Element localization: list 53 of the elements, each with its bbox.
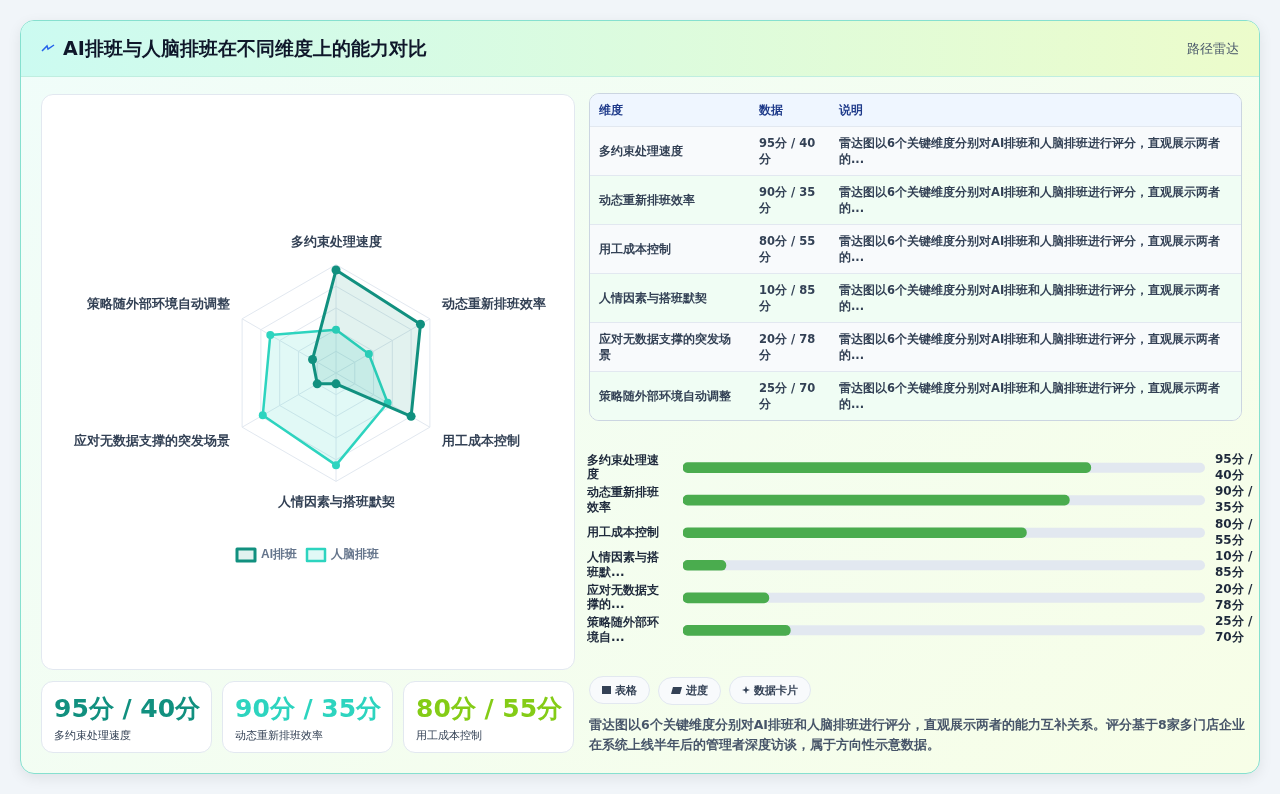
- data-label: 10分 / 85分: [1215, 549, 1253, 580]
- text: 进度: [686, 683, 708, 698]
- spoke-label: 多约束处理速度: [290, 234, 382, 250]
- text: 25分 / 70分: [750, 371, 830, 420]
- text: 雷达图以6个关键维度分别对AI排班和人脑排班进行评分，直观展示两者的...: [838, 135, 1222, 168]
- text: 人情因素与搭班默契: [590, 273, 750, 323]
- y-tick-label: 用工成本控制: [586, 524, 659, 539]
- data-label: 80分 / 55分: [1215, 516, 1253, 547]
- text: 雷达图以6个关键维度分别对AI排班和人脑排班进行评分，直观展示两者的...: [838, 233, 1222, 266]
- text: 90分 / 35分: [750, 175, 830, 225]
- bar: [683, 559, 727, 571]
- text: 雷达图以6个关键维度分别对AI排班和人脑排班进行评分，直观展示两者的...: [838, 184, 1222, 217]
- spoke-label: 应对无数据支撑的突发场景: [73, 432, 230, 448]
- text: 80分 / 55分: [416, 693, 563, 725]
- data-label: 90分 / 35分: [1215, 484, 1253, 515]
- text: 说明: [838, 101, 864, 119]
- text: 雷达图以6个关键维度分别对AI排班和人脑排班进行评分，直观展示两者的...: [838, 331, 1222, 364]
- text: 多约束处理速度: [54, 728, 131, 743]
- bar: [683, 592, 770, 604]
- text: 95分 / 40分: [54, 693, 201, 725]
- data-label: 95分 / 40分: [1215, 451, 1253, 482]
- data-label: 25分 / 70分: [1215, 614, 1253, 645]
- text: AI排班与人脑排班在不同维度上的能力对比: [63, 36, 427, 61]
- y-tick-label: 人情因素与搭班默...: [586, 550, 660, 579]
- text: 数据: [750, 94, 830, 127]
- text: 用工成本控制: [416, 728, 482, 743]
- legend-label: 人脑排班: [330, 547, 379, 562]
- text: 20分 / 78分: [750, 322, 830, 372]
- text: 雷达图以6个关键维度分别对AI排班和人脑排班进行评分，直观展示两者的...: [838, 282, 1222, 315]
- legend-label: AI排班: [261, 547, 297, 562]
- text: 80分 / 55分: [750, 224, 830, 274]
- text: 表格: [615, 682, 637, 698]
- text: 动态重新排班效率: [235, 728, 323, 743]
- bar: [683, 625, 791, 636]
- data-label: 20分 / 78分: [1215, 581, 1253, 612]
- text: 数据卡片: [754, 682, 798, 698]
- text: 10分 / 85分: [750, 273, 830, 323]
- text: 95分 / 40分: [750, 126, 830, 176]
- y-tick-label: 策略随外部环境自...: [586, 615, 659, 644]
- text: 路径雷达: [1187, 40, 1239, 58]
- text: 90分 / 35分: [235, 693, 382, 725]
- y-tick-label: 应对无数据支撑的...: [586, 582, 659, 612]
- spoke-label: 人情因素与搭班默契: [276, 494, 395, 510]
- text: 应对无数据支撑的突发场景: [590, 322, 750, 372]
- text: 雷达图以6个关键维度分别对AI排班和人脑排班进行评分，直观展示两者的...: [838, 380, 1222, 413]
- spoke-label: 策略随外部环境自动调整: [86, 295, 230, 311]
- text: 策略随外部环境自动调整: [590, 371, 750, 420]
- text: 雷达图以6个关键维度分别对AI排班和人脑排班进行评分，直观展示两者的能力互补关系。评分基于8家多门店企业在系统上线半年后的管理者深度访谈，属于方向性示意数据。: [589, 716, 1246, 754]
- spoke-label: 动态重新排班效率: [441, 295, 546, 311]
- y-tick-label: 动态重新排班效率: [586, 485, 659, 514]
- spoke-label: 用工成本控制: [441, 432, 520, 448]
- y-tick-label: 多约束处理速度: [586, 452, 660, 481]
- text: 维度: [590, 94, 750, 127]
